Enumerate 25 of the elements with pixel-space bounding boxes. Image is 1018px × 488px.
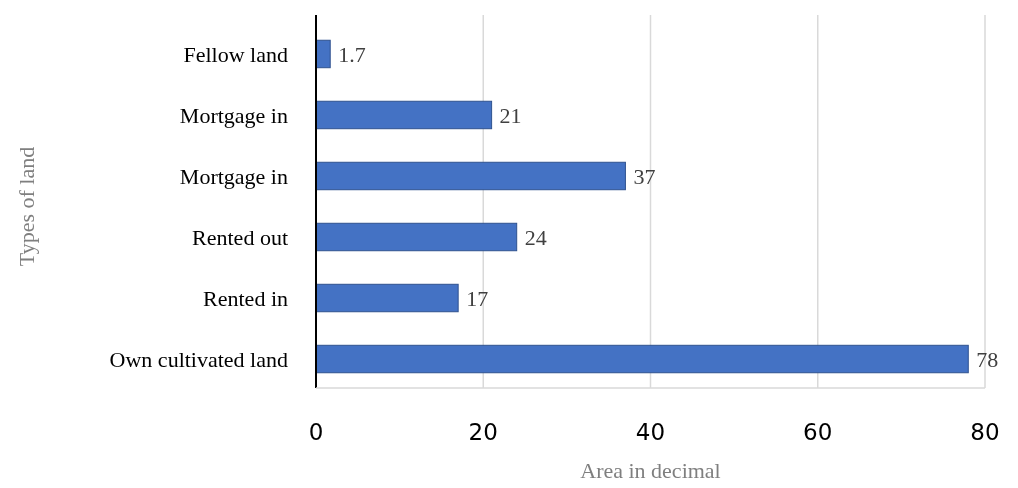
y-axis-title: Types of land xyxy=(14,146,39,267)
bar xyxy=(315,344,969,374)
x-tick-label: 0 xyxy=(308,419,324,445)
y-tick-label: Own cultivated land xyxy=(109,346,288,372)
data-label: 37 xyxy=(633,163,656,189)
y-tick-label: Rented in xyxy=(203,285,288,311)
bar xyxy=(315,39,331,69)
y-tick-label: Mortgage in xyxy=(179,163,288,189)
data-label: 1.7 xyxy=(338,41,366,67)
x-tick-label: 20 xyxy=(468,419,498,445)
x-tick-label: 60 xyxy=(803,419,833,445)
bar xyxy=(315,283,459,313)
data-label: 78 xyxy=(976,346,999,372)
data-label: 21 xyxy=(499,102,522,128)
y-tick-label: Rented out xyxy=(192,224,288,250)
bar xyxy=(315,100,493,130)
y-tick-label: Fellow land xyxy=(183,41,288,67)
x-tick-label: 80 xyxy=(970,419,1000,445)
bar xyxy=(315,222,518,252)
x-axis-title: Area in decimal xyxy=(580,458,721,483)
data-label: 17 xyxy=(466,285,489,311)
bar xyxy=(315,161,626,191)
data-label: 24 xyxy=(524,224,547,250)
y-tick-label: Mortgage in xyxy=(179,102,288,128)
x-tick-label: 40 xyxy=(635,419,666,445)
